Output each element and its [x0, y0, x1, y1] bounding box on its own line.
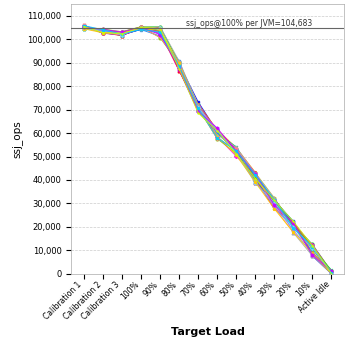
X-axis label: Target Load: Target Load	[171, 327, 245, 337]
Y-axis label: ssj_ops: ssj_ops	[11, 120, 22, 158]
Text: ssj_ops@100% per JVM=104,683: ssj_ops@100% per JVM=104,683	[186, 19, 312, 28]
